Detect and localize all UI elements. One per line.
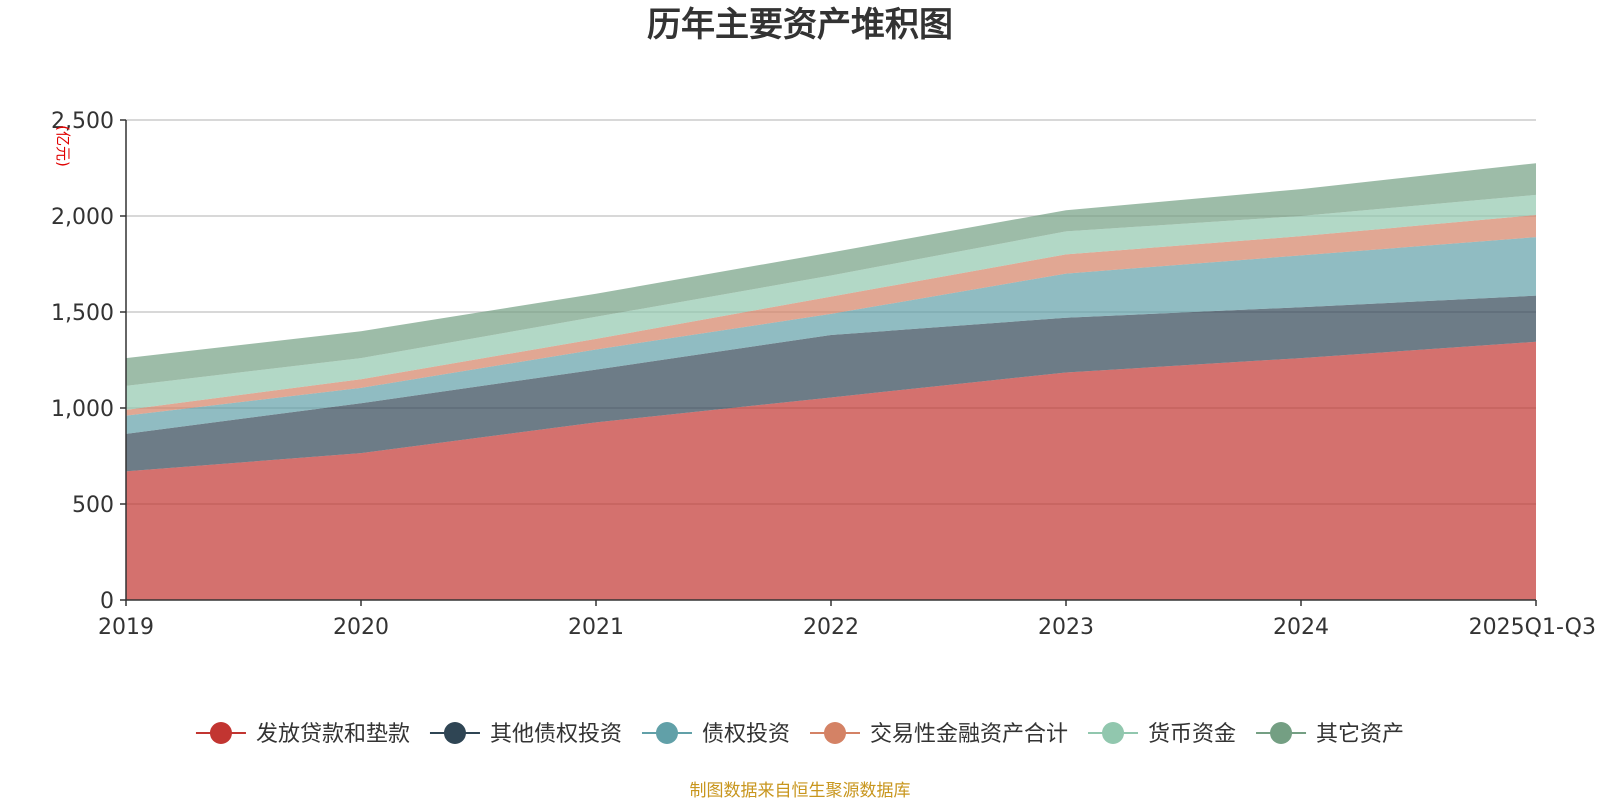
y-tick-label: 2,500 [51,109,114,134]
y-tick-label: 1,500 [51,301,114,326]
legend: 发放贷款和垫款 其他债权投资 债权投资 交易性金融资产合计 货币资金 其它资产 [195,722,1404,747]
legend-label: 其他债权投资 [490,722,622,747]
x-tick-label: 2022 [803,615,859,640]
legend-item[interactable]: 货币资金 [1088,722,1236,747]
legend-marker [655,722,678,744]
y-tick-label: 500 [72,493,114,518]
legend-item[interactable]: 其它资产 [1256,722,1404,747]
y-tick-label: 2,000 [51,205,114,230]
area-series [126,163,1536,600]
x-tick-label: 2021 [568,615,624,640]
source-note: 制图数据来自恒生聚源数据库 [690,781,911,800]
legend-label: 交易性金融资产合计 [870,722,1068,747]
axes: 0 500 1,000 1,500 2,000 2,500 2019 2020 2021 2022… [51,109,1596,640]
area-货币资金 [126,194,1536,410]
area-债权投资 [126,237,1536,434]
x-tick-label: 2019 [98,615,154,640]
y-tick-label: 1,000 [51,397,114,422]
chart-title: 历年主要资产堆积图 [647,5,953,45]
legend-label: 货币资金 [1148,722,1236,747]
legend-item[interactable]: 其他债权投资 [429,722,622,747]
legend-label: 债权投资 [702,722,790,747]
legend-marker [443,722,466,744]
legend-marker [209,722,232,744]
legend-item[interactable]: 债权投资 [641,722,790,747]
legend-label: 其它资产 [1316,722,1404,747]
y-axis-unit-label: (亿元) [54,125,72,167]
x-tick-label: 2023 [1038,615,1094,640]
area-交易性金融资产合计 [126,215,1536,416]
legend-item[interactable]: 发放贷款和垫款 [195,722,410,747]
legend-label: 发放贷款和垫款 [256,722,410,747]
x-tick-label: 2025Q1-Q3 [1469,615,1596,640]
legend-marker [1270,722,1293,744]
x-tick-label: 2020 [333,615,389,640]
legend-item[interactable]: 交易性金融资产合计 [810,722,1068,747]
area-发放贷款和垫款 [126,341,1536,600]
x-tick-label: 2024 [1273,615,1329,640]
legend-marker [1102,722,1125,744]
area-其他债权投资 [126,295,1536,472]
y-tick-label: 0 [100,589,114,614]
area-其它资产 [126,163,1536,386]
legend-marker [824,722,846,744]
